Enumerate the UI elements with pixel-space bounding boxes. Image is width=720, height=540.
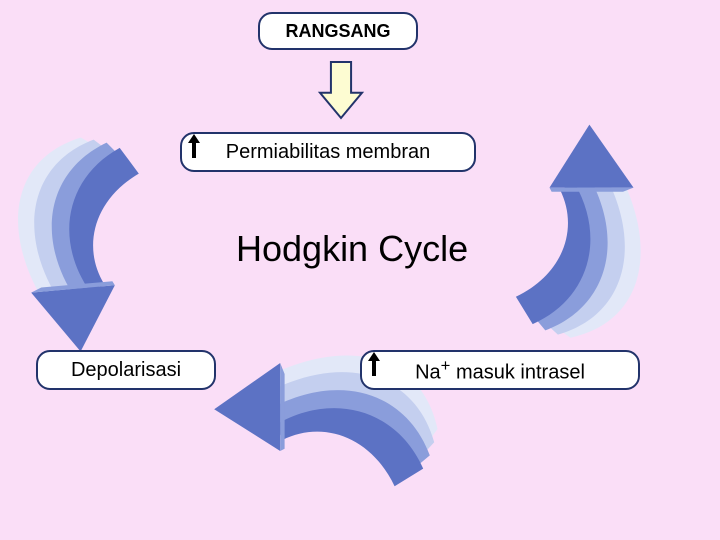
box-sodium-influx: Na+ masuk intrasel <box>360 350 640 390</box>
box-permeability: Permiabilitas membran <box>180 132 476 172</box>
box-depolarization-text: Depolarisasi <box>71 359 181 382</box>
box-stimulus: RANGSANG <box>258 12 418 50</box>
block-down-arrow <box>0 0 720 540</box>
box-stimulus-text: RANGSANG <box>285 21 390 42</box>
up-arrow-icon <box>368 352 382 378</box>
box-depolarization: Depolarisasi <box>36 350 216 390</box>
cycle-title: Hodgkin Cycle <box>236 228 468 270</box>
box-sodium-text: Na+ masuk intrasel <box>415 356 585 385</box>
up-arrow-icon <box>188 134 202 160</box>
box-permeability-text: Permiabilitas membran <box>226 141 431 164</box>
